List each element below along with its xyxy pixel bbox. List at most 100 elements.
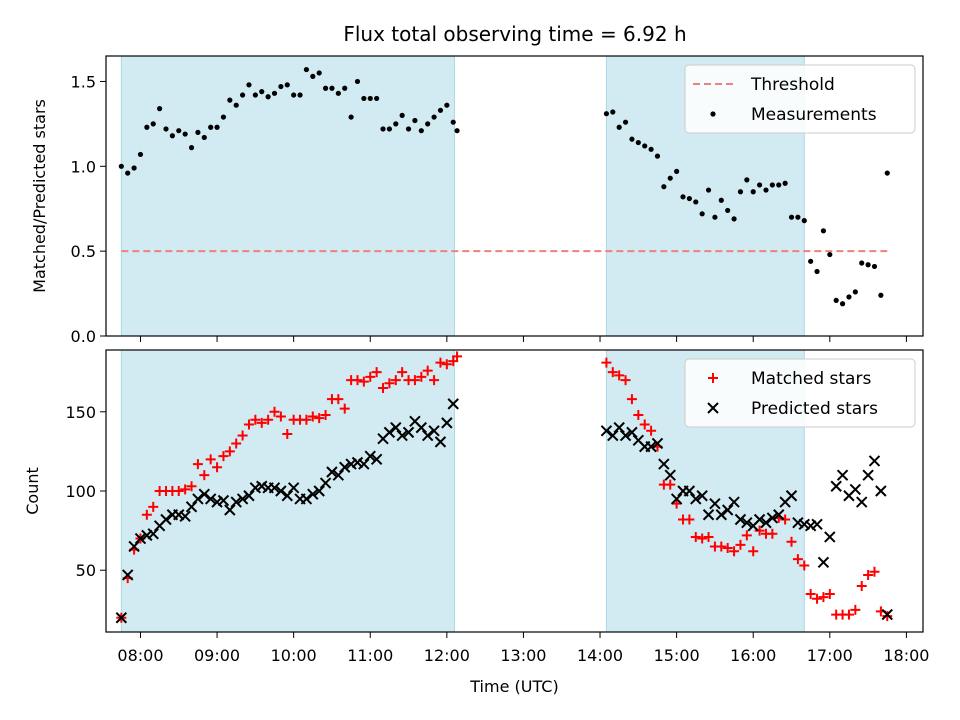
measurement-point: [227, 97, 233, 103]
matched-star-point: [243, 419, 254, 430]
measurement-point: [661, 184, 667, 190]
measurement-point: [725, 207, 731, 214]
matched-star-point: [767, 528, 778, 539]
observing-interval: [120, 55, 456, 337]
x-tick-label: 09:00: [194, 646, 240, 665]
y-tick-label: 100: [65, 482, 96, 501]
matched-star-point: [607, 367, 618, 378]
measurement-point: [195, 129, 201, 135]
predicted-star-point: [753, 513, 766, 526]
matched-star-point: [869, 566, 880, 577]
predicted-star-point: [728, 496, 740, 508]
measurement-point: [450, 119, 456, 125]
measurement-point: [278, 83, 284, 90]
matched-star-point: [333, 394, 344, 405]
matched-star-point: [256, 417, 267, 428]
matched-star-point: [352, 375, 363, 386]
matched-star-point: [148, 501, 159, 512]
measurement-point: [214, 124, 220, 130]
matched-star-point: [269, 406, 280, 417]
measurement-point: [629, 136, 635, 142]
measurement-point: [239, 92, 246, 98]
predicted-star-point: [811, 518, 823, 530]
matched-star-point: [843, 609, 854, 620]
measurement-point: [750, 189, 756, 195]
matched-star-point: [441, 359, 452, 370]
predicted-star-point: [121, 569, 134, 581]
measurement-point: [763, 187, 769, 193]
count-panel: 50 100 150 08:00 09:00 10:00 11:00 12:00 13:00 14…: [23, 349, 929, 696]
x-tick-label: 10:00: [271, 646, 317, 665]
predicted-star-point: [766, 512, 779, 524]
measurement-point: [846, 294, 852, 300]
matched-star-point: [633, 409, 644, 420]
predicted-star-point: [217, 494, 230, 507]
axes-frame: [105, 55, 924, 337]
predicted-star-point: [785, 490, 798, 502]
matched-star-point: [275, 411, 286, 422]
matched-star-point: [850, 604, 861, 615]
predicted-star-point: [147, 528, 159, 540]
measurement-point: [712, 214, 718, 220]
legend-label: Threshold: [750, 75, 835, 95]
predicted-star-point: [626, 426, 638, 439]
predicted-star-point: [613, 421, 625, 434]
predicted-star-point: [275, 485, 287, 497]
y-tick-label: 50: [76, 561, 96, 580]
predicted-star-point: [415, 421, 428, 434]
measurement-point: [361, 95, 367, 102]
predicted-star-point: [600, 425, 613, 437]
legend-matched-swatch: [708, 373, 718, 383]
predicted-star-point: [651, 437, 664, 450]
measurement-point: [208, 124, 214, 130]
measurement-point: [169, 133, 175, 139]
measurement-point: [699, 211, 705, 217]
matched-star-point: [614, 370, 625, 381]
measurement-point: [405, 126, 412, 132]
measurement-point: [354, 78, 361, 85]
measurement-point: [859, 260, 865, 266]
measurement-point: [693, 199, 699, 205]
x-tick-label: 18:00: [883, 646, 929, 665]
matched-star-point: [754, 525, 765, 536]
predicted-star-point: [670, 493, 683, 505]
measurement-point: [150, 121, 156, 127]
x-tick-label: 14:00: [577, 646, 623, 665]
predicted-star-point: [830, 480, 842, 492]
predicted-star-point: [192, 493, 204, 505]
predicted-star-point: [607, 429, 619, 442]
predicted-star-point: [396, 429, 408, 442]
predicted-star-point: [715, 509, 728, 521]
measurement-point: [788, 214, 795, 220]
matched-star-point: [735, 539, 746, 550]
matched-star-point: [780, 514, 791, 525]
measurement-point: [731, 216, 737, 222]
predicted-star-point: [370, 453, 383, 466]
matched-star-point: [729, 546, 740, 557]
predicted-star-point: [868, 455, 881, 467]
predicted-star-point: [741, 516, 753, 529]
matched-star-point: [409, 375, 420, 386]
predicted-star-point: [319, 477, 332, 489]
matched-star-point: [786, 536, 797, 547]
matched-star-point: [320, 409, 331, 420]
measurement-point: [310, 73, 316, 79]
matched-star-point: [339, 403, 350, 414]
measurement-point: [705, 187, 712, 193]
measurement-point: [616, 124, 622, 130]
measurement-point: [252, 92, 258, 98]
measurement-point: [335, 90, 341, 96]
measurement-point: [425, 121, 431, 127]
measurement-point: [342, 85, 348, 91]
legend-label: Matched stars: [751, 369, 871, 389]
measurement-point: [157, 106, 163, 112]
measurement-point: [188, 145, 195, 151]
measurement-point: [795, 214, 801, 220]
matched-star-point: [665, 479, 676, 490]
measurement-point: [654, 153, 661, 159]
predicted-star-point: [421, 429, 434, 442]
predicted-star-point: [645, 440, 657, 453]
matched-star-point: [250, 414, 261, 425]
measurement-point: [782, 180, 788, 186]
matched-star-point: [141, 509, 152, 520]
